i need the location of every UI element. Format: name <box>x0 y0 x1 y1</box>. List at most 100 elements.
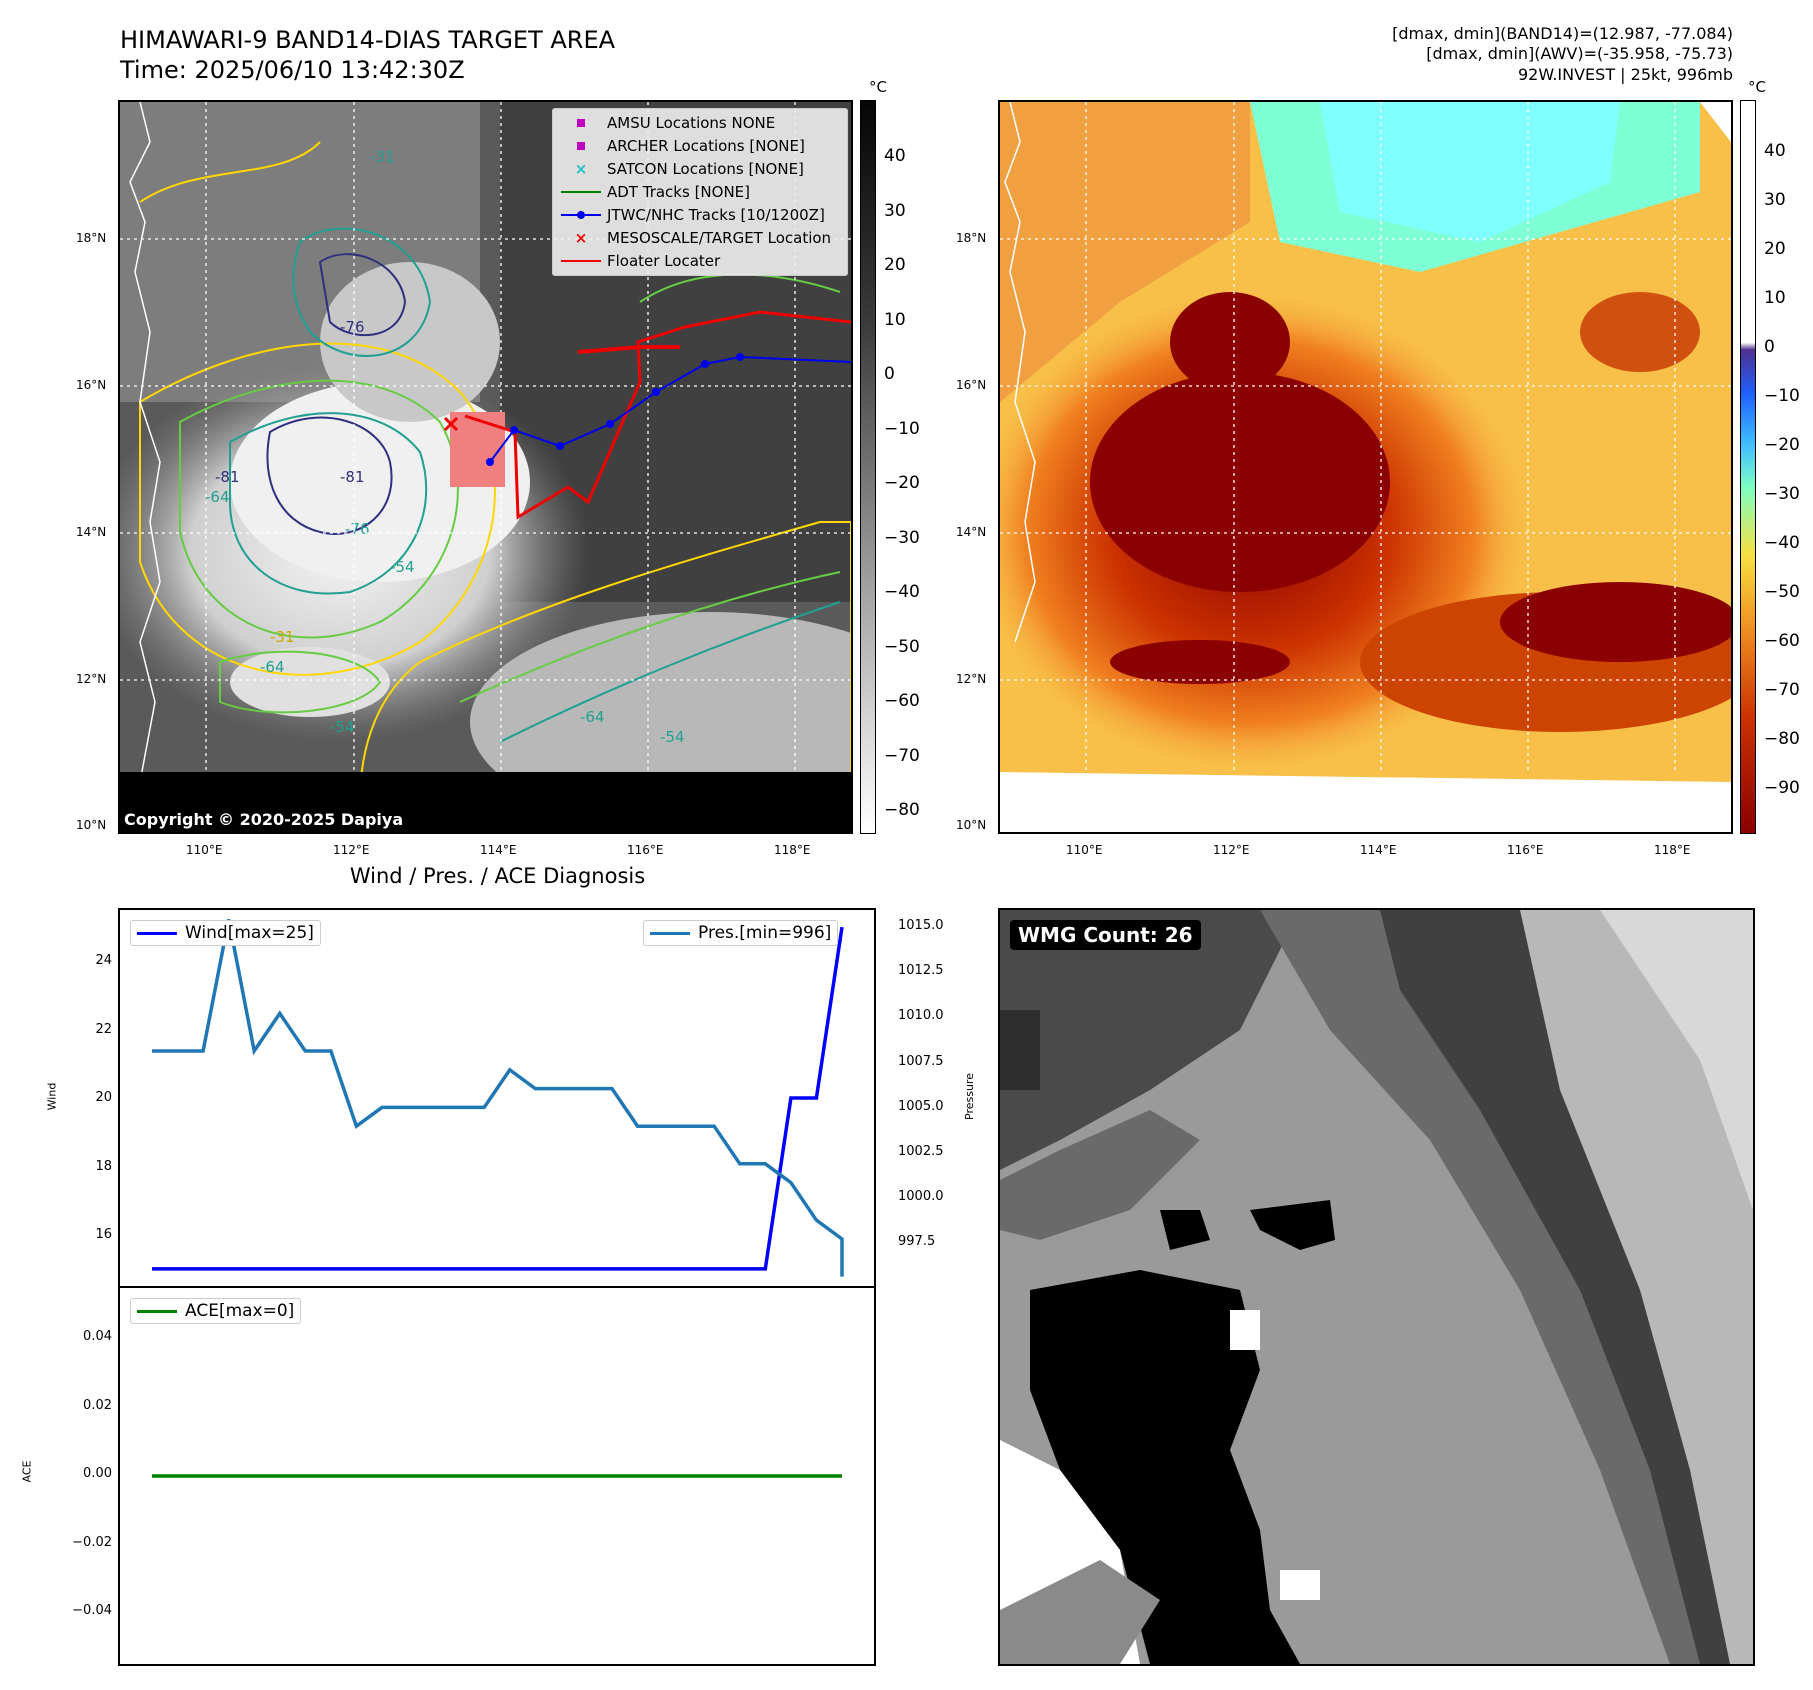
colorbar-tick-label: 10 <box>1764 288 1786 308</box>
wmg-image <box>1000 910 1753 1664</box>
colorbar-tick-label: 0 <box>884 364 895 384</box>
lat-label: 14°N <box>956 525 987 539</box>
lon-label: 118°E <box>774 843 811 857</box>
legend-item-jtwc: JTWC/NHC Tracks [10/1200Z] <box>561 205 825 225</box>
lat-label: 10°N <box>76 818 107 832</box>
axis-tick-label: 1010.0 <box>898 1008 944 1024</box>
colorbar-tick-label: 20 <box>884 255 906 275</box>
legend-item-floater: Floater Locater <box>561 251 720 271</box>
svg-text:-54: -54 <box>660 728 685 746</box>
colorbar-tick-label: −20 <box>884 473 920 493</box>
colorbar-tick-label: −10 <box>1764 386 1800 406</box>
band14-colorbar <box>860 100 876 834</box>
band14-stats: [dmax, dmin](BAND14)=(12.987, -77.084) <box>1392 24 1733 43</box>
colorbar-tick-label: −70 <box>1764 680 1800 700</box>
awv-image <box>1000 102 1731 782</box>
colorbar-tick-label: 40 <box>884 146 906 166</box>
axis-tick-label: 24 <box>95 953 112 968</box>
axis-tick-label: 1000.0 <box>898 1189 944 1205</box>
colorbar-tick-label: −30 <box>884 527 920 548</box>
lon-label: 116°E <box>627 843 664 857</box>
wmg-count-label: WMG Count: 26 <box>1010 920 1201 950</box>
svg-text:-76: -76 <box>345 520 370 538</box>
svg-text:-54: -54 <box>390 558 415 576</box>
colorbar-tick-label: −50 <box>884 636 920 657</box>
colorbar-tick-label: −20 <box>1764 435 1800 455</box>
svg-text:-54: -54 <box>330 718 355 736</box>
colorbar-unit: °C <box>869 78 887 96</box>
svg-text:-31: -31 <box>270 628 295 646</box>
lat-label: 18°N <box>76 231 107 245</box>
svg-text:-81: -81 <box>215 468 240 486</box>
awv-stats: [dmax, dmin](AWV)=(-35.958, -75.73) <box>1426 44 1733 63</box>
colorbar-tick-label: −10 <box>884 418 920 439</box>
ace-plot <box>118 1286 876 1666</box>
chart-title: HIMAWARI-9 BAND14-DIAS TARGET AREA <box>120 26 616 54</box>
lon-label: 112°E <box>333 843 370 857</box>
lat-label: 16°N <box>76 378 107 392</box>
svg-text:-64: -64 <box>580 708 605 726</box>
ace-ylabel: ACE <box>20 1460 34 1483</box>
legend-item-target: × MESOSCALE/TARGET Location <box>574 229 832 247</box>
lon-label: 110°E <box>186 843 223 857</box>
axis-tick-label: 16 <box>95 1227 112 1242</box>
pressure-ylabel: Pressure <box>962 1073 976 1120</box>
lat-label: 12°N <box>76 672 107 686</box>
axis-tick-label: 1002.5 <box>898 1144 944 1159</box>
axis-tick-label: 0.02 <box>83 1397 112 1413</box>
axis-tick-label: 1012.5 <box>898 963 944 979</box>
legend-item-amsu: AMSU Locations NONE <box>561 113 775 133</box>
svg-text:-76: -76 <box>340 318 365 336</box>
colorbar-tick-label: 20 <box>1764 239 1786 259</box>
lon-label: 116°E <box>1507 843 1544 857</box>
lon-label: 118°E <box>1654 843 1691 857</box>
diagnosis-title: Wind / Pres. / ACE Diagnosis <box>349 864 646 888</box>
colorbar-tick-label: −80 <box>1764 729 1800 749</box>
colorbar-tick-label: −60 <box>884 691 920 711</box>
ace-legend: ACE[max=0] <box>130 1298 302 1324</box>
wind-pressure-plot <box>118 908 876 1288</box>
pressure-series-line <box>152 919 844 1277</box>
ace-lines <box>152 1474 842 1478</box>
storm-info: 92W.INVEST | 25kt, 996mb <box>1517 65 1733 84</box>
chart-time: Time: 2025/06/10 13:42:30Z <box>120 56 465 84</box>
wmg-panel <box>998 908 1755 1666</box>
lat-label: 10°N <box>956 818 987 832</box>
band14-image: -31 -81 -81 -76 -64 -54 -31 -54 -64 -64 … <box>120 102 851 832</box>
colorbar-tick-label: −40 <box>884 582 920 602</box>
colorbar-tick-label: 0 <box>1764 337 1775 357</box>
lat-label: 18°N <box>956 231 987 245</box>
colorbar-tick-label: −40 <box>1764 533 1800 553</box>
svg-text:-64: -64 <box>205 488 230 506</box>
svg-text:-81: -81 <box>340 468 365 486</box>
axis-tick-label: 997.5 <box>898 1234 936 1250</box>
awv-map <box>998 100 1733 834</box>
axis-tick-label: 20 <box>95 1090 112 1105</box>
lat-label: 12°N <box>956 672 987 686</box>
copyright-text: Copyright © 2020-2025 Dapiya <box>124 810 404 829</box>
colorbar-tick-label: 30 <box>1764 190 1786 210</box>
colorbar-tick-label: −30 <box>1764 484 1800 504</box>
colorbar-unit: °C <box>1748 78 1766 96</box>
axis-tick-label: 22 <box>95 1021 112 1037</box>
wind-pressure-lines <box>152 919 844 1277</box>
band14-map: -31 -81 -81 -76 -64 -54 -31 -54 -64 -64 … <box>118 100 853 834</box>
svg-text:-64: -64 <box>260 658 285 676</box>
colorbar-tick-label: 10 <box>884 309 906 330</box>
axis-tick-label: 1005.0 <box>898 1098 944 1114</box>
svg-text:-31: -31 <box>370 148 395 166</box>
wind-ylabel: Wind <box>45 1082 59 1111</box>
wind-series-line <box>152 926 844 1271</box>
lon-label: 112°E <box>1213 843 1250 857</box>
colorbar-tick-label: −60 <box>1764 631 1800 651</box>
lat-label: 16°N <box>956 378 987 392</box>
legend-item-satcon: × SATCON Locations [NONE] <box>574 160 804 178</box>
colorbar-tick-label: −80 <box>884 800 920 820</box>
map-legend: AMSU Locations NONE ARCHER Locations [NO… <box>552 108 848 276</box>
axis-tick-label: −0.04 <box>72 1603 112 1618</box>
wind-legend: Wind[max=25] <box>130 920 321 946</box>
colorbar-tick-label: −50 <box>1764 582 1800 602</box>
legend-item-archer: ARCHER Locations [NONE] <box>561 136 805 156</box>
lon-label: 114°E <box>480 843 517 857</box>
axis-tick-label: 1007.5 <box>898 1053 944 1069</box>
